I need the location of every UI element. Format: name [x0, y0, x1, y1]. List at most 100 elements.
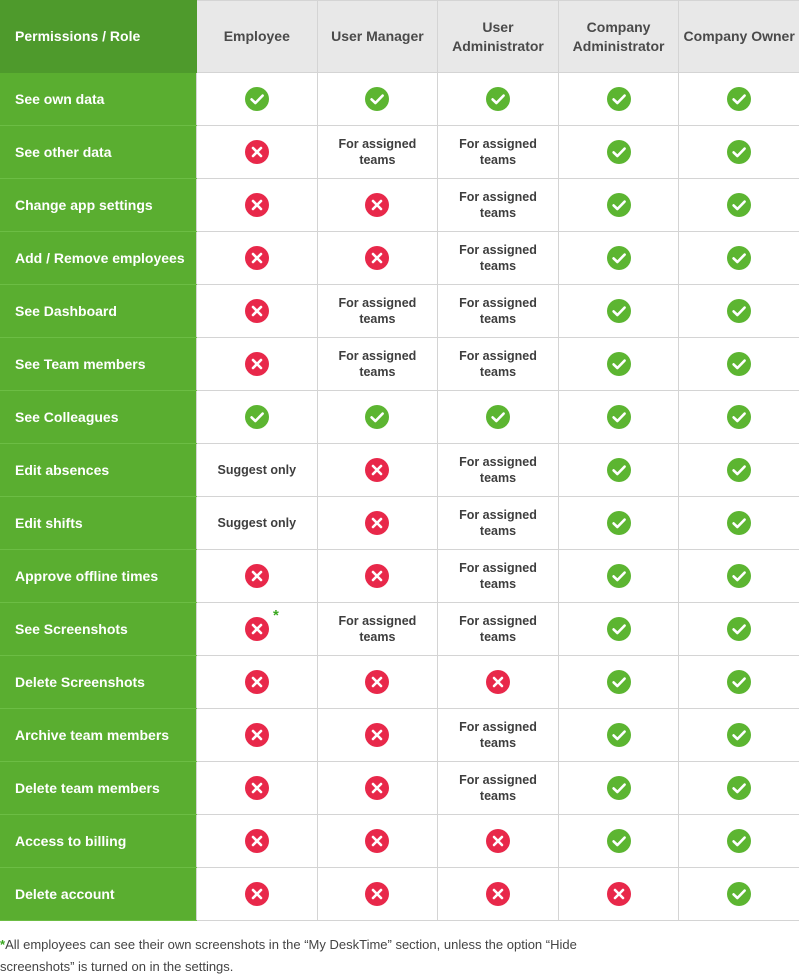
cell-user-administrator: [437, 390, 559, 444]
cross-circle-icon: [244, 352, 269, 376]
permission-label: See own data: [0, 72, 197, 126]
cell-employee: [196, 178, 318, 232]
cross-circle-icon: [244, 670, 269, 694]
cross-circle-icon: [244, 246, 269, 270]
cell-company-owner: [678, 72, 799, 126]
check-circle-icon: [606, 246, 631, 270]
footnote-star: *: [0, 937, 6, 952]
permission-label: Approve offline times: [0, 549, 197, 603]
check-circle-icon: [244, 87, 269, 111]
cross-circle-icon: [485, 670, 510, 694]
cell-user-administrator: [437, 867, 559, 921]
cell-user-administrator: For assigned teams: [437, 496, 559, 550]
cross-circle-icon: [244, 829, 269, 853]
cell-company-administrator: [557, 390, 680, 444]
check-circle-icon: [727, 617, 752, 641]
header-row: Permissions / Role Employee User Manager…: [0, 0, 799, 73]
cell-user-administrator: [437, 72, 559, 126]
check-circle-icon: [606, 405, 631, 429]
cell-user-manager: [316, 867, 439, 921]
cell-user-administrator: For assigned teams: [437, 549, 559, 603]
cell-user-manager: For assigned teams: [316, 337, 439, 391]
cell-text: For assigned teams: [338, 137, 417, 167]
table-row: See Screenshots * For assigned teams For as…: [0, 602, 799, 656]
cell-user-manager: For assigned teams: [316, 125, 439, 179]
cross-circle-icon: [244, 299, 269, 323]
corner-header: Permissions / Role: [0, 0, 197, 73]
cell-company-administrator: [557, 337, 680, 391]
table-row: Add / Remove employees For assigned teams: [0, 231, 799, 285]
cell-text: For assigned teams: [459, 137, 537, 167]
cross-circle-icon: [485, 882, 510, 906]
cell-company-administrator: [557, 814, 680, 868]
role-header-user-administrator: User Administrator: [437, 0, 559, 73]
cell-company-owner: [678, 761, 799, 815]
permission-label: Edit shifts: [0, 496, 197, 550]
cell-text: For assigned teams: [459, 508, 537, 538]
cell-text: For assigned teams: [459, 349, 537, 379]
check-circle-icon: [606, 723, 631, 747]
cell-user-manager: [316, 708, 439, 762]
permission-label: Access to billing: [0, 814, 197, 868]
cross-circle-icon: [244, 882, 269, 906]
cell-employee: [196, 708, 318, 762]
cross-circle-icon: [365, 882, 390, 906]
cell-employee: [196, 72, 318, 126]
cell-company-administrator: [557, 867, 680, 921]
cell-company-owner: [678, 549, 799, 603]
cell-user-administrator: For assigned teams: [437, 125, 559, 179]
cell-employee: Suggest only: [196, 496, 318, 550]
cell-employee: [196, 231, 318, 285]
cell-text: For assigned teams: [459, 243, 537, 273]
check-circle-icon: [727, 193, 752, 217]
footnote-text: All employees can see their own screensh…: [0, 937, 577, 974]
table-row: Edit shifts Suggest only For assigned team…: [0, 496, 799, 550]
cell-company-owner: [678, 178, 799, 232]
table-body: See own data See other data For assigned t…: [0, 72, 799, 921]
role-header-company-owner: Company Owner: [678, 0, 799, 73]
cell-user-administrator: For assigned teams: [437, 602, 559, 656]
check-circle-icon: [606, 564, 631, 588]
check-circle-icon: [606, 87, 631, 111]
table-row: Delete Screenshots: [0, 655, 799, 709]
cell-company-owner: [678, 284, 799, 338]
cross-circle-icon: [365, 511, 390, 535]
permission-label: Delete Screenshots: [0, 655, 197, 709]
cell-company-administrator: [557, 549, 680, 603]
cell-company-administrator: [557, 708, 680, 762]
cell-company-owner: [678, 708, 799, 762]
permission-label: Change app settings: [0, 178, 197, 232]
cell-user-manager: [316, 655, 439, 709]
permission-label: Edit absences: [0, 443, 197, 497]
permissions-table: Permissions / Role Employee User Manager…: [0, 0, 799, 921]
footnote: *All employees can see their own screens…: [0, 934, 640, 978]
table-row: Approve offline times For assigned teams: [0, 549, 799, 603]
cross-circle-icon: [365, 246, 390, 270]
cell-company-administrator: [557, 761, 680, 815]
cell-user-manager: For assigned teams: [316, 284, 439, 338]
cell-company-owner: [678, 867, 799, 921]
table-row: Delete account: [0, 867, 799, 921]
cross-circle-icon: [244, 723, 269, 747]
cross-circle-icon: [244, 564, 269, 588]
check-circle-icon: [727, 511, 752, 535]
check-circle-icon: [606, 458, 631, 482]
check-circle-icon: [485, 405, 510, 429]
cell-employee: [196, 284, 318, 338]
cell-employee: Suggest only: [196, 443, 318, 497]
permission-label: See other data: [0, 125, 197, 179]
check-circle-icon: [606, 511, 631, 535]
cell-company-owner: [678, 125, 799, 179]
permission-label: Archive team members: [0, 708, 197, 762]
cell-user-manager: [316, 549, 439, 603]
cell-company-administrator: [557, 231, 680, 285]
cell-text: For assigned teams: [338, 296, 417, 326]
permission-label: Delete account: [0, 867, 197, 921]
cell-user-administrator: For assigned teams: [437, 231, 559, 285]
cell-company-owner: [678, 390, 799, 444]
cell-employee: [196, 337, 318, 391]
cell-user-administrator: For assigned teams: [437, 337, 559, 391]
permission-label: See Colleagues: [0, 390, 197, 444]
permission-label: See Screenshots: [0, 602, 197, 656]
role-header-company-administrator: Company Administrator: [557, 0, 680, 73]
